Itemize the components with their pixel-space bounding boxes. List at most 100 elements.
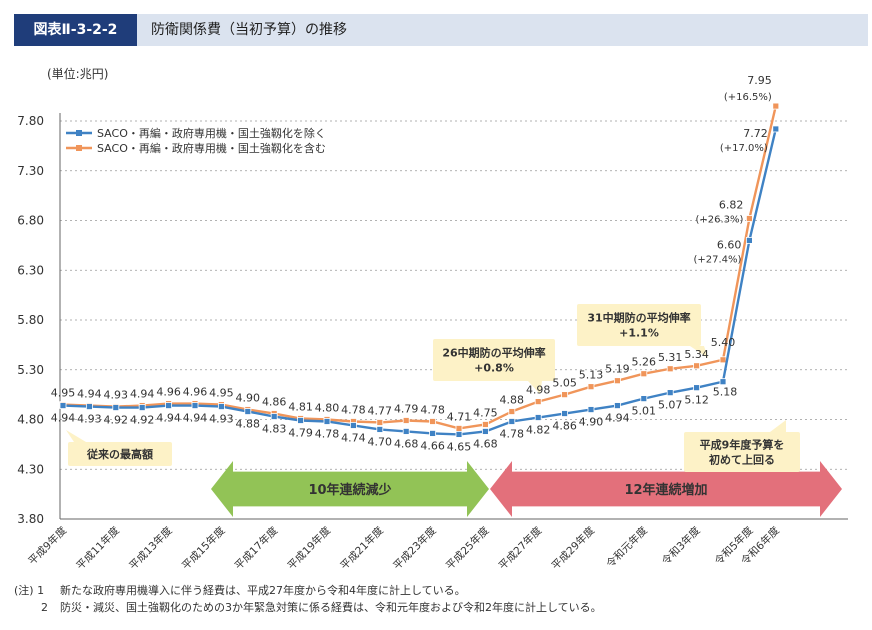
callout-peak-text: 従来の最高額	[86, 447, 153, 461]
unit-label: (単位:兆円)	[47, 66, 108, 81]
data-label: 4.86	[262, 396, 287, 409]
x-tick-label: 平成25年度	[443, 524, 492, 573]
data-label: 7.95	[747, 74, 772, 87]
x-tick-label: 平成23年度	[390, 524, 439, 573]
legend-label: SACO・再編・政府専用機・国土強靱化を除く	[97, 126, 326, 140]
figure-number: 図表Ⅱ-3-2-2	[14, 14, 137, 46]
decrease-arrow-shape	[211, 461, 489, 517]
footnotes: (注) 1 新たな政府専用機導入に伴う経費は、平成27年度から令和4年度に計上し…	[14, 582, 602, 616]
y-tick-label: 4.80	[17, 413, 44, 427]
decrease-arrow: 10年連続減少	[211, 461, 489, 517]
legend-label: SACO・再編・政府専用機・国土強靱化を含む	[97, 141, 326, 155]
data-point	[297, 417, 305, 424]
x-tick-label: 平成11年度	[74, 524, 123, 573]
series-line	[62, 128, 777, 436]
data-point	[402, 428, 410, 435]
y-tick-label: 4.30	[17, 462, 44, 476]
data-label: 4.71	[447, 410, 472, 423]
data-label: 4.82	[526, 424, 551, 437]
data-point	[640, 395, 648, 403]
data-point	[614, 402, 621, 409]
callout-plan31-text: 31中期防の平均伸率	[587, 311, 690, 325]
data-point	[640, 370, 648, 378]
legend-swatch-marker	[76, 130, 82, 136]
callout-plan31-text: +1.1%	[619, 327, 659, 340]
data-label: 4.79	[394, 402, 419, 415]
data-point	[86, 403, 93, 410]
x-tick-label: 平成17年度	[232, 524, 281, 573]
data-point	[217, 403, 225, 410]
data-label: 4.70	[368, 435, 393, 448]
data-point	[693, 384, 700, 392]
data-point	[719, 356, 727, 364]
data-point	[270, 413, 278, 420]
decrease-arrow-label: 10年連続減少	[308, 482, 391, 498]
data-point	[376, 419, 384, 426]
growth-label: (+26.3%)	[695, 215, 743, 226]
data-point	[534, 414, 542, 421]
x-tick-label: 令和元年度	[604, 524, 651, 571]
data-label: 4.93	[209, 413, 234, 426]
data-label: 4.94	[183, 412, 208, 425]
data-point	[323, 418, 331, 425]
data-point	[481, 421, 489, 428]
callout-plan26-box	[433, 339, 555, 381]
y-tick-label: 6.80	[17, 214, 44, 228]
data-label: 5.05	[552, 377, 577, 390]
data-label: 4.83	[262, 423, 287, 436]
data-point	[59, 402, 67, 409]
data-point	[244, 408, 252, 415]
y-tick-label: 5.30	[17, 363, 44, 377]
data-label: 4.80	[315, 402, 340, 415]
footnote-text: 新たな政府専用機導入に伴う経費は、平成27年度から令和4年度に計上している。	[60, 584, 466, 597]
callout-peak-box	[68, 442, 172, 466]
increase-arrow-shape	[490, 461, 842, 517]
data-label: 4.96	[156, 386, 181, 399]
data-point	[112, 404, 120, 411]
data-label: 5.31	[658, 351, 683, 364]
footnote-2: 2 防災・減災、国土強靱化のための3か年緊急対策に係る経費は、令和元年度および令…	[14, 599, 602, 616]
line-chart: (単位:兆円) 3.80 4.30 4.80 5.30 5.80 6.30 6.80 7.30 7…	[17, 66, 848, 573]
data-label: 4.90	[236, 392, 261, 405]
growth-label: (+17.0%)	[720, 143, 768, 154]
data-label: 4.78	[500, 427, 525, 440]
callout-plan26-tail	[528, 381, 542, 394]
data-point	[455, 425, 463, 432]
data-label: 5.26	[632, 356, 657, 369]
y-tick-label: 3.80	[17, 512, 44, 526]
y-tick-label: 6.30	[17, 263, 44, 277]
data-label: 5.07	[658, 399, 683, 412]
callout-h9-tail	[770, 420, 786, 432]
x-tick-label: 平成19年度	[285, 524, 334, 573]
data-point	[587, 406, 595, 413]
data-label: 4.65	[447, 440, 472, 453]
x-tick-label: 平成27年度	[496, 524, 545, 573]
data-label: 4.79	[288, 426, 313, 439]
data-label: 4.81	[288, 401, 313, 414]
data-label: 5.01	[632, 405, 657, 418]
data-point	[191, 402, 199, 409]
data-label: 4.94	[51, 412, 76, 425]
callout-plan31-box	[577, 304, 701, 346]
x-tick-label: 平成15年度	[179, 524, 228, 573]
data-point	[561, 410, 568, 417]
callout-plan31-tail	[690, 346, 708, 358]
series-line	[62, 105, 777, 430]
callout-plan26: 26中期防の平均伸率 +0.8%	[433, 339, 555, 394]
data-label: 4.94	[77, 388, 102, 401]
data-label: 4.98	[526, 384, 551, 397]
growth-label: (+16.5%)	[724, 92, 772, 103]
data-point	[429, 418, 437, 425]
legend: SACO・再編・政府専用機・国土強靱化を除くSACO・再編・政府専用機・国土強靱…	[66, 126, 326, 155]
data-point	[455, 431, 463, 438]
footnote-label: 2	[41, 601, 48, 614]
data-point	[772, 102, 780, 110]
data-label: 4.68	[473, 437, 498, 450]
data-point	[481, 428, 489, 435]
data-label: 4.74	[341, 431, 366, 444]
increase-arrow-label: 12年連続増加	[624, 482, 707, 498]
y-tick-label: 5.80	[17, 313, 44, 327]
x-tick-label: 平成21年度	[338, 524, 387, 573]
data-label: 4.88	[500, 394, 525, 407]
data-label: 7.72	[743, 127, 768, 140]
